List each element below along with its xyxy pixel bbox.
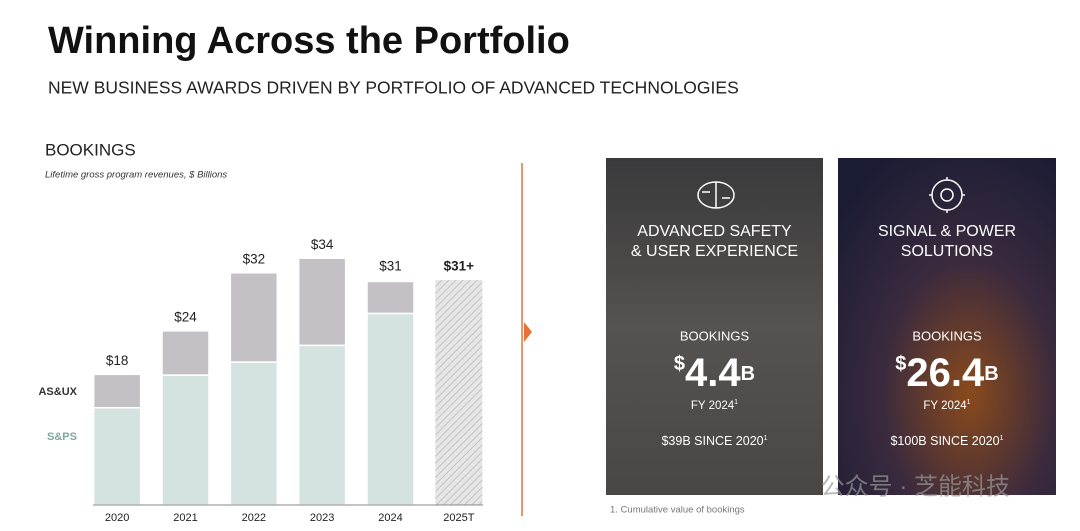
bar-segment — [92, 407, 142, 506]
amount: 4.4 — [685, 351, 741, 395]
legend-label: AS&UX — [38, 386, 77, 398]
unit: B — [741, 363, 755, 385]
panel-heading: & USER EXPERIENCE — [631, 243, 798, 260]
panel-since: $39B SINCE 20201 — [661, 434, 767, 448]
unit: B — [984, 363, 998, 385]
bar-segment — [92, 373, 142, 409]
data-label: $31+ — [444, 259, 475, 274]
note: 1 — [1000, 435, 1004, 442]
data-label: $18 — [106, 353, 129, 368]
data-label: $24 — [174, 309, 197, 324]
period: FY 2024 — [923, 400, 967, 412]
watermark: 公众号 · 芝能科技 — [821, 473, 1010, 500]
panel-since: $100B SINCE 20201 — [890, 434, 1003, 448]
panel-period: FY 20241 — [923, 399, 970, 412]
bar-segment — [366, 312, 415, 506]
bar-segment — [161, 330, 210, 376]
bar-segment — [229, 361, 279, 506]
x-tick-label: 2020 — [105, 512, 129, 524]
panel-period: FY 20241 — [691, 399, 738, 412]
data-label: $31 — [379, 259, 402, 274]
panel-amount: $26.4B — [895, 351, 998, 395]
bar-target — [435, 280, 483, 505]
panel-amount: $4.4B — [674, 351, 755, 395]
panel-label: BOOKINGS — [680, 328, 750, 343]
chart-title: BOOKINGS — [45, 140, 136, 159]
data-label: $32 — [243, 251, 266, 266]
panel-heading: ADVANCED SAFETY — [637, 223, 792, 240]
panel-background — [838, 158, 1056, 495]
x-tick-label: 2024 — [378, 512, 402, 524]
panel-background — [606, 158, 823, 495]
icon — [697, 181, 735, 209]
legend-label: S&PS — [47, 431, 77, 443]
note: 1 — [734, 399, 738, 406]
period: FY 2024 — [691, 400, 735, 412]
x-tick-label: 2021 — [173, 512, 197, 524]
slide-subtitle: NEW BUSINESS AWARDS DRIVEN BY PORTFOLIO … — [48, 78, 739, 98]
currency: $ — [674, 353, 685, 375]
note: 1 — [967, 399, 971, 406]
currency: $ — [895, 353, 906, 375]
x-tick-label: 2022 — [242, 512, 266, 524]
bar-segment — [297, 257, 347, 347]
x-tick-label: 2025T — [443, 512, 474, 524]
panel-label: BOOKINGS — [912, 328, 982, 343]
icon — [929, 177, 965, 213]
note: 1 — [764, 435, 768, 442]
panel-heading: SIGNAL & POWER — [878, 223, 1016, 240]
bar-segment — [229, 272, 279, 363]
bar-segment — [161, 374, 210, 506]
bar-segment — [366, 280, 415, 315]
arrow — [524, 322, 532, 342]
amount: 26.4 — [906, 351, 985, 395]
data-label: $34 — [311, 237, 334, 252]
slide-title: Winning Across the Portfolio — [48, 20, 570, 62]
x-tick-label: 2023 — [310, 512, 334, 524]
footnote: 1. Cumulative value of bookings — [610, 505, 745, 516]
since: $100B SINCE 2020 — [890, 434, 999, 448]
panel-heading: SOLUTIONS — [901, 243, 993, 260]
chart-subtitle: Lifetime gross program revenues, $ Billi… — [45, 170, 227, 181]
bar-segment — [297, 344, 347, 506]
since: $39B SINCE 2020 — [661, 434, 763, 448]
